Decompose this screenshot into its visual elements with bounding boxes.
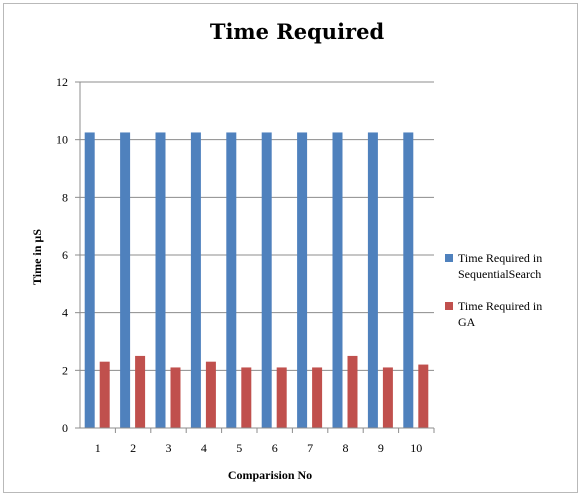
gridlines [80, 81, 434, 371]
bar-sequential-search [403, 132, 414, 429]
bar-ga [135, 355, 146, 428]
bar-sequential-search [226, 132, 237, 429]
bar-ga [382, 367, 393, 428]
bar-ga [347, 355, 358, 428]
legend-label: GA [458, 315, 476, 329]
x-axis-label: Comparision No [228, 468, 312, 482]
y-tick-label: 0 [62, 421, 68, 435]
bar-ga [241, 367, 252, 428]
bar-sequential-search [155, 132, 166, 429]
bar-ga [170, 367, 181, 428]
x-tick-label: 5 [236, 441, 242, 455]
bar-ga [312, 367, 323, 428]
x-axis-ticks: 1 2 3 4 5 6 7 8 9 10 [95, 428, 435, 455]
x-tick-label: 6 [272, 441, 278, 455]
y-axis-ticks: 0 2 4 6 8 10 12 [56, 75, 80, 435]
bar-sequential-search [261, 132, 272, 429]
bar-sequential-search [332, 132, 343, 429]
legend-label: Time Required in [458, 299, 542, 313]
x-tick-label: 7 [307, 441, 313, 455]
bar-sequential-search [190, 132, 201, 429]
legend-label: Time Required in [458, 251, 542, 265]
legend-swatch [445, 302, 453, 310]
chart-area [3, 3, 578, 493]
bar-ga [205, 361, 216, 428]
x-tick-label: 2 [130, 441, 136, 455]
x-tick-label: 10 [410, 441, 422, 455]
x-tick-label: 3 [166, 441, 172, 455]
bars [84, 132, 429, 429]
y-axis-label: Time in µS [30, 229, 44, 285]
legend-swatch [445, 254, 453, 262]
y-tick-label: 10 [56, 133, 68, 147]
bar-sequential-search [120, 132, 131, 429]
bar-ga [276, 367, 287, 428]
y-tick-label: 6 [62, 248, 68, 262]
x-tick-label: 4 [201, 441, 207, 455]
y-tick-label: 2 [62, 363, 68, 377]
x-tick-label: 9 [378, 441, 384, 455]
y-tick-label: 4 [62, 306, 68, 320]
bar-sequential-search [297, 132, 308, 429]
bar-ga [418, 364, 429, 428]
bar-sequential-search [84, 132, 95, 429]
y-tick-label: 8 [62, 190, 68, 204]
legend-label: SequentialSearch [458, 267, 541, 281]
bar-sequential-search [367, 132, 378, 429]
legend: Time Required in SequentialSearch Time Req… [445, 251, 542, 329]
x-tick-label: 8 [343, 441, 349, 455]
chart-title: Time Required [210, 19, 385, 44]
y-tick-label: 12 [56, 75, 68, 89]
x-tick-label: 1 [95, 441, 101, 455]
bar-ga [99, 361, 110, 428]
